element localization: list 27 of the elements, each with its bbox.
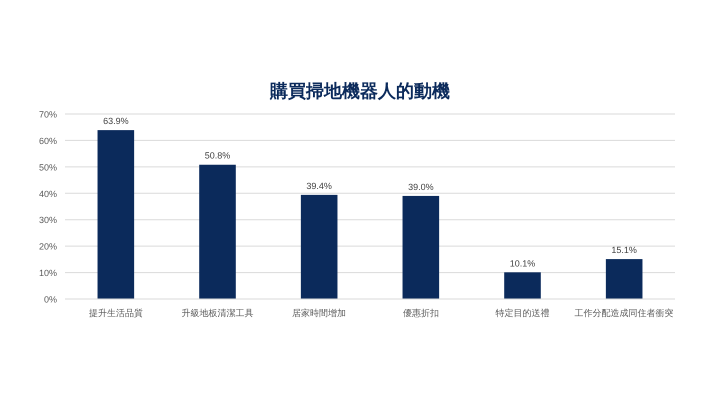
bar [199,164,236,299]
x-tick-label: 升級地板清潔工具 [182,308,254,318]
y-tick-label: 50% [38,162,57,172]
x-tick-label: 工作分配造成同住者衝突 [574,308,674,318]
bar [606,259,642,299]
data-label: 15.1% [611,245,637,256]
data-label: 39.4% [306,180,332,191]
data-label: 50.8% [204,150,230,161]
data-label: 63.9% [103,116,129,126]
y-tick-label: 70% [38,110,57,120]
data-label: 39.0% [408,182,434,192]
bar [402,196,440,299]
y-tick-label: 10% [38,268,57,278]
chart-title: 購買掃地機器人的動機 [269,81,450,101]
bar [504,272,541,299]
y-tick-label: 0% [44,294,57,304]
y-tick-label: 40% [38,188,57,199]
x-tick-label: 優惠折扣 [402,308,439,318]
data-label: 10.1% [510,258,536,268]
y-tick-label: 20% [38,242,57,252]
x-tick-label: 提升生活品質 [88,308,143,318]
y-tick-label: 30% [38,215,57,226]
y-tick-label: 60% [38,136,57,146]
bar [300,194,338,299]
bar [98,130,134,299]
x-tick-label: 特定目的送禮 [496,308,550,318]
x-tick-label: 居家時間增加 [292,308,346,318]
